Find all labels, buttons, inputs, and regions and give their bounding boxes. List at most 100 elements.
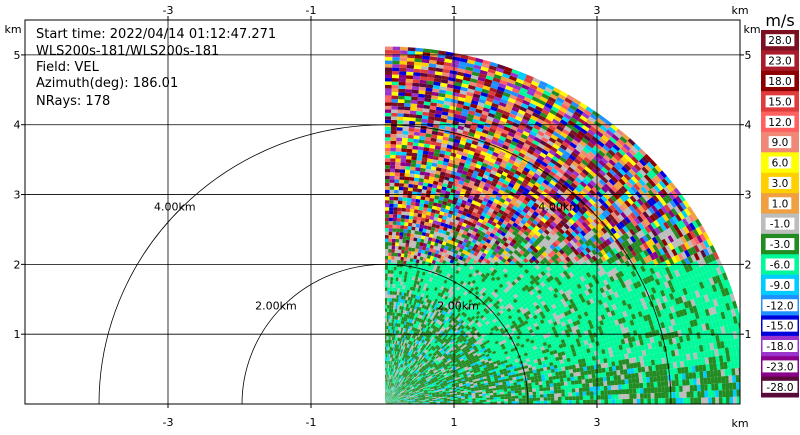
velocity-gate xyxy=(478,341,483,346)
velocity-gate xyxy=(504,247,511,253)
velocity-gate xyxy=(425,365,430,369)
velocity-gate xyxy=(421,398,426,400)
velocity-gate xyxy=(410,268,415,273)
velocity-gate xyxy=(466,382,470,386)
velocity-gate xyxy=(392,284,396,288)
velocity-gate xyxy=(476,380,481,383)
velocity-gate xyxy=(553,307,559,313)
velocity-gate xyxy=(488,288,494,294)
velocity-gate xyxy=(448,387,453,390)
velocity-gate xyxy=(475,396,480,399)
velocity-gate xyxy=(438,300,443,305)
velocity-gate xyxy=(493,256,499,262)
velocity-gate xyxy=(504,375,509,379)
velocity-gate xyxy=(386,371,388,375)
velocity-gate xyxy=(550,368,555,373)
velocity-gate xyxy=(393,326,395,330)
velocity-gate xyxy=(400,399,404,401)
velocity-gate xyxy=(497,401,501,404)
velocity-gate xyxy=(413,392,417,395)
velocity-gate xyxy=(441,306,445,311)
velocity-gate xyxy=(447,398,451,401)
velocity-gate xyxy=(395,305,398,310)
velocity-gate xyxy=(410,233,415,238)
velocity-gate xyxy=(537,347,542,352)
velocity-gate xyxy=(385,290,388,295)
velocity-gate xyxy=(570,380,575,385)
velocity-gate xyxy=(418,397,422,399)
velocity-gate xyxy=(542,317,548,323)
velocity-gate xyxy=(591,302,597,309)
velocity-gate xyxy=(431,278,436,283)
velocity-gate xyxy=(392,221,397,225)
velocity-gate xyxy=(404,390,408,393)
velocity-gate xyxy=(408,389,412,392)
velocity-gate xyxy=(388,242,392,246)
velocity-gate xyxy=(447,342,452,346)
velocity-gate xyxy=(556,280,563,286)
velocity-gate xyxy=(416,376,420,380)
velocity-gate xyxy=(465,306,470,311)
velocity-gate xyxy=(548,269,555,276)
velocity-gate xyxy=(492,210,499,216)
velocity-gate xyxy=(416,365,420,370)
velocity-gate xyxy=(528,391,533,396)
velocity-gate xyxy=(386,350,388,354)
velocity-gate xyxy=(394,394,398,397)
velocity-gate xyxy=(401,207,407,212)
velocity-gate xyxy=(458,349,463,354)
velocity-gate xyxy=(424,383,429,386)
velocity-gate xyxy=(449,391,454,394)
velocity-gate xyxy=(392,350,395,355)
velocity-gate xyxy=(487,381,492,385)
velocity-gate xyxy=(447,213,453,219)
velocity-gate xyxy=(431,341,435,346)
velocity-gate xyxy=(440,326,445,331)
velocity-gate xyxy=(523,352,529,357)
velocity-gate xyxy=(407,398,411,400)
velocity-gate xyxy=(437,351,441,356)
velocity-gate xyxy=(396,366,399,370)
velocity-gate xyxy=(528,239,535,245)
velocity-gate xyxy=(485,277,491,282)
velocity-gate xyxy=(387,396,390,400)
velocity-gate xyxy=(476,278,481,284)
velocity-gate xyxy=(513,273,519,279)
velocity-gate xyxy=(417,337,421,341)
velocity-gate xyxy=(488,279,494,284)
velocity-gate xyxy=(411,399,415,401)
velocity-gate xyxy=(486,365,491,370)
velocity-gate xyxy=(388,385,390,390)
velocity-gate xyxy=(540,346,545,351)
velocity-gate xyxy=(579,395,583,400)
velocity-gate xyxy=(528,321,534,326)
velocity-gate xyxy=(503,388,508,392)
velocity-gate xyxy=(542,363,547,368)
velocity-gate xyxy=(393,400,397,402)
velocity-gate xyxy=(395,323,398,327)
velocity-gate xyxy=(435,327,439,332)
velocity-gate xyxy=(459,296,464,302)
velocity-gate xyxy=(457,369,462,373)
velocity-gate xyxy=(436,356,441,360)
velocity-gate xyxy=(392,375,394,380)
velocity-gate xyxy=(388,325,390,330)
velocity-gate xyxy=(472,196,479,202)
velocity-gate xyxy=(436,397,440,399)
velocity-gate xyxy=(391,259,395,264)
velocity-gate xyxy=(588,343,593,349)
velocity-gate xyxy=(406,343,410,348)
velocity-gate xyxy=(425,396,429,399)
velocity-gate xyxy=(407,401,412,403)
velocity-gate xyxy=(469,313,474,319)
velocity-gate xyxy=(421,189,427,194)
velocity-gate xyxy=(409,369,413,373)
velocity-gate xyxy=(453,355,458,359)
velocity-gate xyxy=(428,319,433,324)
velocity-gate xyxy=(498,226,505,232)
velocity-gate xyxy=(496,311,501,317)
velocity-gate xyxy=(389,353,391,358)
velocity-gate xyxy=(489,320,495,326)
velocity-gate xyxy=(404,399,408,401)
velocity-gate xyxy=(535,385,540,389)
